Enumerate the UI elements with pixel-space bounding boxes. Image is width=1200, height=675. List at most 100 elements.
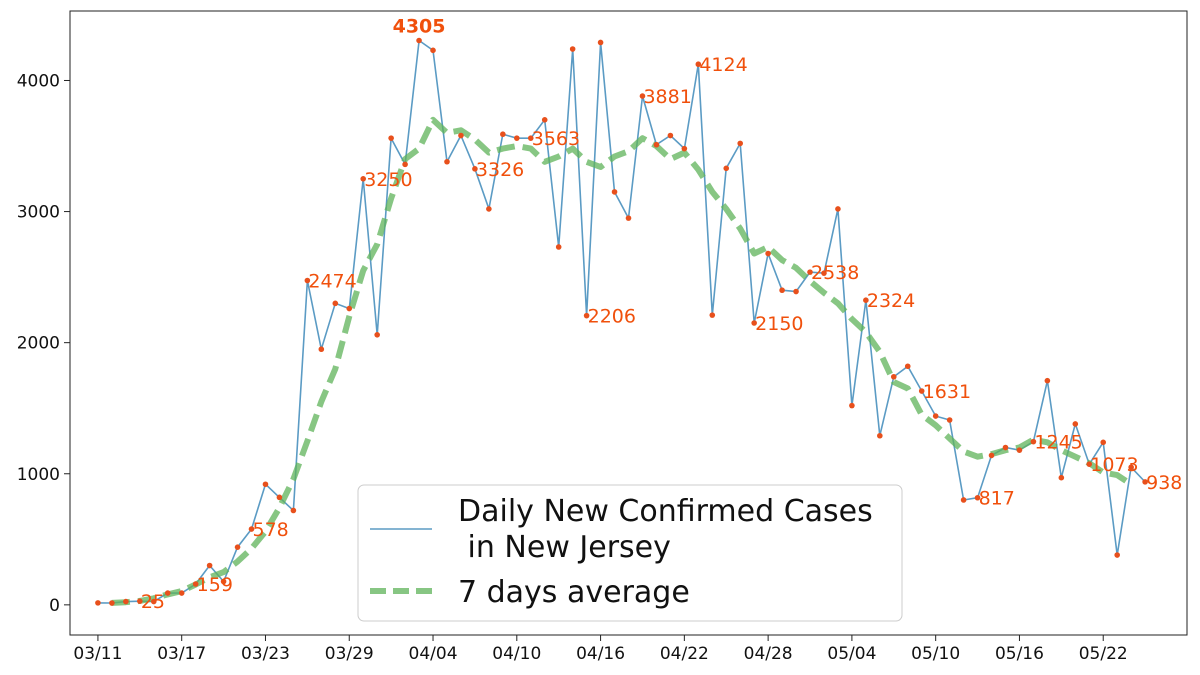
legend-label-daily-line1: Daily New Confirmed Cases	[458, 494, 873, 529]
point-label: 159	[197, 574, 233, 596]
point-label: 2150	[755, 313, 803, 335]
daily-point	[206, 562, 213, 569]
daily-point	[821, 270, 827, 276]
daily-point	[723, 165, 730, 172]
daily-point	[137, 598, 143, 604]
daily-point	[500, 131, 506, 138]
point-label: 2324	[867, 290, 915, 312]
daily-point	[639, 93, 646, 99]
x-tick-label: 03/29	[325, 644, 374, 664]
x-tick-label: 04/10	[492, 644, 541, 664]
point-label: 1631	[923, 381, 971, 403]
x-tick-label: 05/04	[827, 644, 876, 664]
daily-point	[374, 331, 380, 338]
x-tick-label: 04/28	[744, 644, 793, 664]
point-label: 2474	[308, 271, 356, 293]
x-tick-label: 04/22	[660, 644, 709, 664]
daily-point	[946, 417, 953, 423]
daily-point	[988, 452, 995, 459]
legend-label-average: 7 days average	[458, 575, 690, 610]
daily-point	[974, 494, 981, 501]
series-layer	[95, 37, 1148, 606]
x-tick-label: 04/16	[576, 644, 625, 664]
daily-point	[192, 581, 199, 587]
point-label: 817	[979, 488, 1015, 510]
daily-point	[332, 300, 339, 307]
daily-point	[918, 388, 925, 394]
daily-point	[960, 497, 967, 503]
y-tick-label: 3000	[17, 203, 60, 223]
daily-point	[458, 132, 464, 139]
daily-point	[472, 166, 478, 172]
daily-point	[150, 598, 157, 605]
daily-cases-line	[97, 39, 1146, 604]
daily-point	[220, 578, 227, 585]
y-tick-label: 0	[49, 596, 60, 616]
daily-point	[248, 526, 255, 532]
daily-point	[95, 600, 101, 606]
x-tick-label: 03/17	[157, 644, 206, 664]
daily-point	[625, 215, 632, 221]
x-tick-label: 05/16	[995, 644, 1044, 664]
y-tick-label: 2000	[17, 334, 60, 354]
x-tick-label: 05/22	[1079, 644, 1128, 664]
y-tick-label: 1000	[17, 465, 60, 485]
daily-point	[932, 413, 939, 419]
daily-point	[290, 507, 297, 514]
daily-point	[863, 297, 869, 303]
daily-point	[1086, 461, 1093, 467]
daily-point	[751, 320, 757, 326]
daily-point	[793, 288, 799, 295]
point-label: 2206	[588, 306, 636, 328]
y-tick-label: 4000	[17, 71, 60, 91]
point-label: 578	[253, 519, 289, 541]
point-labels: 25 159 578 2474 3250 4305 3326 3563 2206 3881 4124…	[141, 15, 1183, 613]
point-label: 3250	[364, 169, 412, 191]
daily-point	[430, 47, 436, 54]
plot-frame	[69, 10, 1188, 636]
daily-point	[611, 189, 618, 195]
daily-point	[1100, 439, 1107, 446]
x-tick-label: 03/23	[241, 644, 290, 664]
daily-point	[514, 135, 520, 141]
daily-point	[807, 269, 813, 275]
point-label: 4124	[699, 54, 747, 76]
daily-point	[1142, 479, 1148, 485]
daily-point	[1016, 447, 1023, 453]
point-label: 1245	[1034, 432, 1082, 454]
daily-point	[904, 363, 911, 370]
daily-point	[109, 600, 115, 606]
daily-point	[346, 305, 353, 312]
daily-point	[402, 161, 408, 168]
daily-point	[1058, 474, 1065, 481]
daily-point	[877, 432, 883, 439]
daily-point	[1030, 438, 1037, 445]
point-label: 3326	[476, 159, 524, 181]
daily-point	[486, 206, 492, 212]
daily-point	[653, 141, 660, 148]
point-label: 938	[1146, 472, 1182, 494]
daily-point	[765, 250, 771, 257]
daily-point	[527, 135, 534, 141]
daily-point	[890, 373, 897, 380]
point-label: 3563	[532, 128, 580, 150]
daily-point	[123, 598, 129, 605]
daily-point	[304, 277, 311, 284]
y-axis: 0 1000 2000 3000 4000	[17, 71, 70, 616]
daily-point	[667, 132, 674, 139]
daily-point	[360, 175, 367, 182]
daily-point	[276, 494, 283, 501]
point-label: 3881	[643, 86, 691, 108]
daily-point	[695, 61, 702, 68]
daily-point	[234, 544, 241, 550]
daily-point	[569, 46, 576, 52]
daily-point	[262, 481, 269, 488]
daily-point	[1002, 444, 1009, 451]
daily-point	[164, 590, 171, 596]
legend-label-daily-line2: in New Jersey	[458, 530, 671, 565]
x-axis: 03/11 03/17 03/23 03/29 04/04 04/10 04/16 04/22…	[73, 635, 1128, 664]
daily-point	[444, 158, 450, 165]
daily-point	[541, 117, 548, 123]
